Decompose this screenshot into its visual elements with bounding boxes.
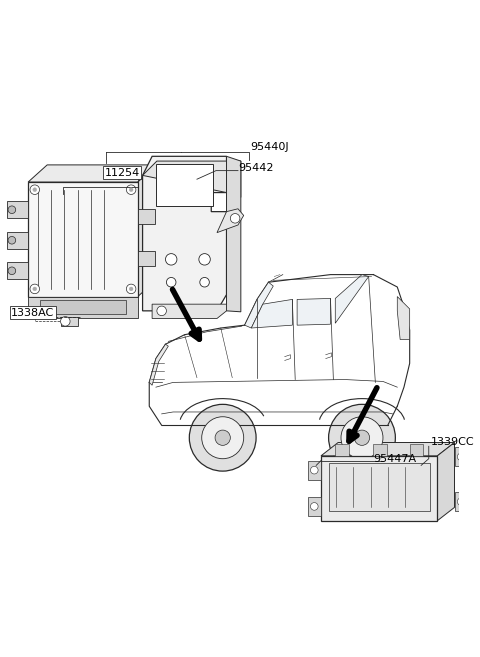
Text: 11254: 11254 xyxy=(105,168,140,177)
Circle shape xyxy=(126,185,136,194)
Text: 95440J: 95440J xyxy=(251,142,289,152)
Bar xyxy=(410,444,423,456)
Circle shape xyxy=(30,185,39,194)
Circle shape xyxy=(33,287,36,291)
Bar xyxy=(138,251,155,266)
Text: 95442: 95442 xyxy=(238,163,274,173)
Circle shape xyxy=(126,284,136,294)
Circle shape xyxy=(230,214,240,223)
Circle shape xyxy=(33,188,36,192)
Circle shape xyxy=(311,466,318,474)
Polygon shape xyxy=(335,275,369,323)
Circle shape xyxy=(167,277,176,287)
Circle shape xyxy=(215,430,230,445)
Bar xyxy=(7,262,28,279)
Circle shape xyxy=(129,188,133,192)
Circle shape xyxy=(457,453,465,461)
Polygon shape xyxy=(28,165,157,182)
Circle shape xyxy=(8,206,16,214)
Circle shape xyxy=(354,430,370,445)
Circle shape xyxy=(60,317,70,326)
Circle shape xyxy=(166,254,177,265)
Circle shape xyxy=(189,404,256,471)
Bar xyxy=(39,300,126,313)
Polygon shape xyxy=(227,156,241,312)
Bar xyxy=(7,232,28,249)
Bar xyxy=(7,201,28,218)
Polygon shape xyxy=(397,296,410,340)
Polygon shape xyxy=(297,298,331,325)
Bar xyxy=(373,444,387,456)
Text: 95447A: 95447A xyxy=(373,454,417,464)
Bar xyxy=(28,182,138,296)
Circle shape xyxy=(30,284,39,294)
Bar xyxy=(455,492,468,511)
Polygon shape xyxy=(217,209,244,233)
Circle shape xyxy=(329,404,396,471)
Bar xyxy=(335,444,348,456)
Circle shape xyxy=(8,237,16,244)
Bar xyxy=(455,447,468,466)
Polygon shape xyxy=(437,443,455,521)
Polygon shape xyxy=(143,161,241,197)
Circle shape xyxy=(129,287,133,291)
Circle shape xyxy=(341,417,383,459)
Circle shape xyxy=(311,503,318,510)
Polygon shape xyxy=(321,443,455,456)
Bar xyxy=(60,317,78,326)
Polygon shape xyxy=(138,165,157,296)
Polygon shape xyxy=(152,304,227,319)
Text: 1339CC: 1339CC xyxy=(431,438,474,447)
Text: 1338AC: 1338AC xyxy=(11,307,54,318)
Bar xyxy=(138,209,155,224)
Circle shape xyxy=(457,498,465,505)
Bar xyxy=(321,456,437,521)
Circle shape xyxy=(202,417,244,459)
Bar xyxy=(156,164,213,206)
Polygon shape xyxy=(245,283,273,328)
Polygon shape xyxy=(252,300,292,328)
Circle shape xyxy=(199,254,210,265)
Bar xyxy=(308,461,321,480)
Circle shape xyxy=(8,267,16,275)
Bar xyxy=(28,296,138,317)
Circle shape xyxy=(157,306,167,315)
Circle shape xyxy=(200,277,209,287)
Polygon shape xyxy=(143,156,227,311)
Bar xyxy=(308,497,321,516)
Bar xyxy=(329,463,430,511)
Polygon shape xyxy=(149,344,168,385)
